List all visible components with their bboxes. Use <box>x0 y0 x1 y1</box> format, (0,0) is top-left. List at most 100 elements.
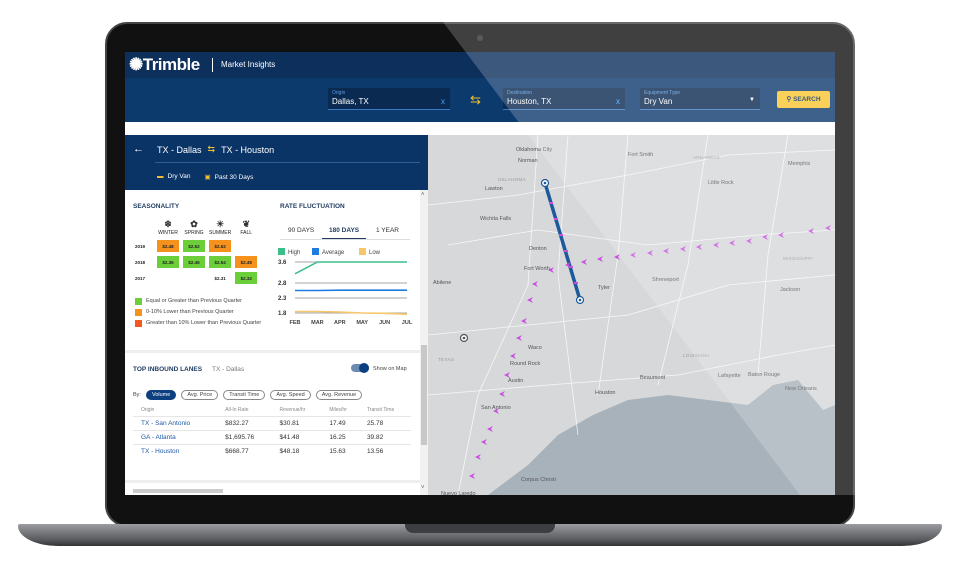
equipment-value: Dry Van <box>644 97 673 106</box>
city-label: Wichita Falls <box>480 216 512 222</box>
swap-icon[interactable]: ⇆ <box>470 92 481 107</box>
app-name: Market Insights <box>221 60 276 69</box>
season-rate-cell: $2.31 <box>214 275 226 281</box>
leaf-icon: ❦ <box>242 219 250 229</box>
screen: ✺Trimble Market Insights Origin Dallas, … <box>125 52 835 495</box>
season-rate-cell <box>183 272 205 284</box>
lane-arrow <box>521 318 527 324</box>
chip-avg-price[interactable]: Avg. Price <box>181 390 219 400</box>
scrollbar[interactable] <box>420 190 428 495</box>
lane-arrow <box>504 372 510 378</box>
chip-avg-revenue[interactable]: Avg. Revenue <box>315 390 363 400</box>
dropdown-caret-icon: ▼ <box>749 97 755 103</box>
lane-arrow <box>510 353 516 359</box>
back-arrow-icon[interactable]: ← <box>133 143 144 155</box>
origin-link[interactable]: TX - San Antonio <box>133 416 218 431</box>
lane-arrow <box>647 250 653 256</box>
divider <box>155 162 420 163</box>
origin-link[interactable]: GA - Atlanta <box>133 430 218 445</box>
divider <box>125 350 420 353</box>
tab-1-year[interactable]: 1 YEAR <box>376 227 400 234</box>
season-rate-cell: $2.62 <box>183 240 205 252</box>
table-row[interactable]: GA - Atlanta $1,695.76 $41.48 16.25 39.82 <box>133 430 411 445</box>
lane-origin: TX - Dallas <box>157 144 202 155</box>
destination-value[interactable]: Houston, TX <box>507 97 552 106</box>
city-label: Oklahoma City <box>516 147 553 153</box>
flower-icon: ✿ <box>190 219 198 229</box>
city-label: Norman <box>518 158 538 164</box>
origin-field[interactable]: Origin Dallas, TX x <box>328 88 450 110</box>
rate-chart: High Average Low 1.8 2.3 2.8 3.6 FEB MAR APR MAY JU… <box>278 248 413 326</box>
series-line-low <box>295 310 408 315</box>
show-on-map-label: Show on Map <box>373 366 407 372</box>
chip-transit-time[interactable]: Transit Time <box>223 390 266 400</box>
period-info: ▣ Past 30 Days <box>204 174 254 181</box>
table-cell: 17.49 <box>321 416 359 431</box>
show-on-map-toggle[interactable] <box>351 363 369 373</box>
city-label: Baton Rouge <box>748 372 781 378</box>
winter-season: ❄ WINTER <box>158 219 178 236</box>
city-label: Beaumont <box>640 375 666 381</box>
chip-volume[interactable]: Volume <box>145 390 177 400</box>
route-marker <box>559 234 563 236</box>
tab-90-days[interactable]: 90 DAYS <box>288 227 315 234</box>
lane-arrow <box>487 426 493 432</box>
city-label: Houston <box>595 390 616 396</box>
table-cell: 16.25 <box>321 430 359 445</box>
x-tick-label: JUL <box>402 320 413 326</box>
col-revenue-hr[interactable]: Revenue/hr <box>279 407 306 413</box>
scroll-up-icon[interactable]: ˄ <box>421 192 425 198</box>
legend-label: High <box>288 250 300 256</box>
lane-arrow <box>778 232 784 238</box>
clear-destination-icon[interactable]: x <box>616 97 620 106</box>
lane-arrow <box>597 256 603 262</box>
origin-label: Origin <box>332 90 346 96</box>
search-button[interactable]: ⚲ SEARCH <box>777 91 830 108</box>
table-row[interactable]: TX - San Antonio $832.27 $30.81 17.49 25.78 <box>133 416 411 431</box>
legend-swatch <box>359 248 366 255</box>
spacer <box>125 122 835 135</box>
seasonality-legend: Equal or Greater than Previous Quarter 0… <box>135 298 270 331</box>
tab-180-days[interactable]: 180 DAYS <box>329 227 360 234</box>
col-transit-time[interactable]: Transit Time <box>366 407 395 413</box>
seasonality-grid: ❄ WINTER ✿ SPRING ☀ SUMMER ❦ FALL 2019 $2.48 $… <box>135 215 261 288</box>
season-rate-cell: $2.45 <box>183 256 205 268</box>
lane-arrow <box>630 252 636 258</box>
y-tick-label: 2.8 <box>278 281 287 287</box>
col-all-in-rate[interactable]: All-In Rate <box>225 407 249 413</box>
lane-arrow <box>475 454 481 460</box>
year-label: 2017 <box>135 275 146 281</box>
table-cell: $832.27 <box>217 416 272 431</box>
lane-arrow <box>527 297 533 303</box>
col-miles-hr[interactable]: Miles/hr <box>329 407 347 413</box>
fall-season: ❦ FALL <box>235 219 257 236</box>
inbound-title: TOP INBOUND LANES <box>133 366 203 373</box>
sun-icon: ☀ <box>216 219 225 229</box>
state-label: LOUISIANA <box>683 353 710 358</box>
table-cell: $668.77 <box>217 444 272 458</box>
equipment-select[interactable]: Equipment Type Dry Van ▼ <box>640 88 760 110</box>
destination-field[interactable]: Destination Houston, TX x <box>503 88 625 110</box>
table-row[interactable]: TX - Houston $668.77 $48.18 15.63 13.56 <box>133 444 411 458</box>
chip-avg-speed[interactable]: Avg. Speed <box>270 390 311 400</box>
top-bar: ✺Trimble Market Insights <box>125 52 835 78</box>
table-cell: 25.78 <box>358 416 411 431</box>
col-origin[interactable]: Origin <box>141 407 155 413</box>
route-marker <box>549 202 553 204</box>
scroll-down-icon[interactable]: ˅ <box>421 485 425 491</box>
trimble-logo[interactable]: ✺Trimble <box>129 55 200 74</box>
season-rate-cell: $2.49 <box>235 256 258 268</box>
lane-arrow <box>516 335 522 341</box>
map[interactable]: Oklahoma City Norman Lawton Wichita Falls De… <box>428 135 835 495</box>
city-label: Fort Worth <box>524 266 550 272</box>
clear-origin-icon[interactable]: x <box>441 97 445 106</box>
origin-link[interactable]: TX - Houston <box>133 444 218 458</box>
map-canvas <box>428 135 835 495</box>
origin-value[interactable]: Dallas, TX <box>332 97 369 106</box>
city-label: Memphis <box>788 161 811 167</box>
city-label: Little Rock <box>708 180 734 186</box>
scrollbar-thumb[interactable] <box>421 345 427 445</box>
lane-arrow <box>532 281 538 287</box>
legend-swatch <box>278 248 285 255</box>
equipment-label: Equipment Type <box>644 90 681 96</box>
